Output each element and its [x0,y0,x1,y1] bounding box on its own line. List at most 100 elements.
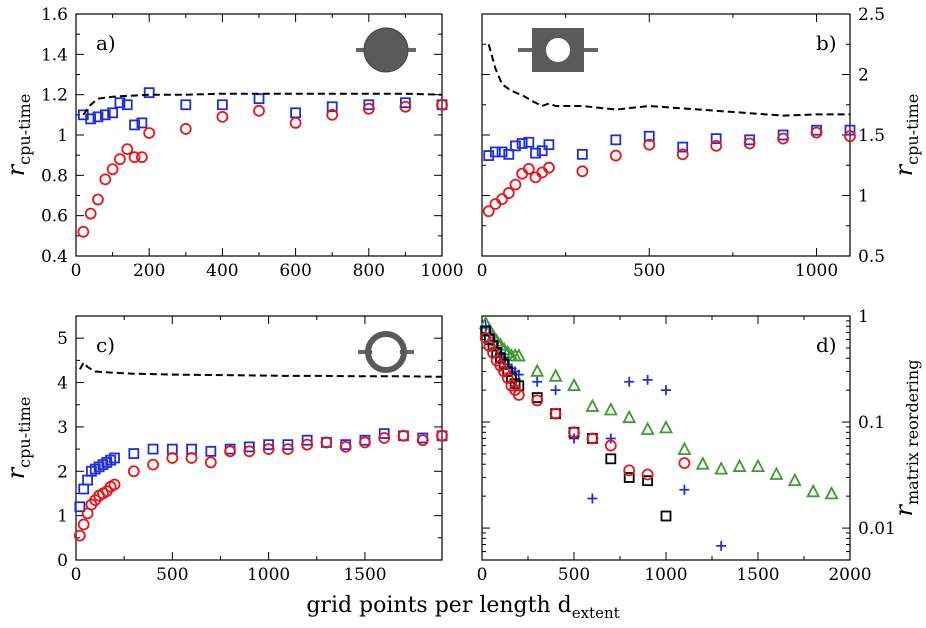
data-point-circle [623,464,636,477]
data-point-circle [108,478,121,491]
x-tick-label: 1000 [644,565,687,585]
y-axis-label-main: r [2,163,30,176]
data-point-circle [810,126,823,139]
data-point-circle [204,456,217,469]
data-point-plus [550,385,561,396]
x-tick-label: 0 [71,565,82,585]
y-axis-label-sub: cpu-time [15,397,34,468]
data-point-circle [77,518,90,531]
data-point-circle [253,104,265,117]
series-circle [479,332,691,481]
data-point-circle [359,436,371,449]
data-point-plus [605,433,616,444]
data-point-square [99,109,111,121]
y-axis-label: rcpu-time [2,94,34,177]
data-point-triangle [695,456,710,470]
data-point-square [114,97,126,109]
y-tick-label: 5 [57,329,68,349]
data-point-triangle [824,485,839,500]
panel-a: 0 200 400 600 800 1000 0.4 0.6 0.8 1 1.2 1.4 1.6 rcpu… [2,5,464,281]
data-point-square [82,474,93,486]
data-point-square [180,99,192,111]
data-point-square [576,148,588,160]
data-point-plus [532,376,543,387]
data-point-circle [482,205,495,218]
data-point-square [147,443,159,455]
data-point-plus [624,376,635,387]
data-point-triangle [714,461,729,475]
data-point-triangle [751,458,765,473]
data-point-square [205,445,217,457]
data-point-square [92,111,104,123]
data-point-circle [92,193,104,206]
data-point-square [399,97,411,109]
x-tick-label: 0 [477,261,488,281]
data-point-triangle [622,409,637,424]
data-point-circle [586,432,599,445]
inset-geometry-icon [356,27,416,73]
y-tick-label: 0.5 [858,247,885,267]
data-point-plus [569,433,579,444]
data-point-square [530,147,541,159]
data-point-circle [326,108,339,121]
y-axis-label: rcpu-time [890,94,922,177]
data-point-square [536,145,548,157]
series-dashed-line [487,44,850,117]
data-point-circle [710,139,723,152]
data-point-square [523,136,535,148]
y-tick-label: 1 [858,307,869,327]
y-tick-label: 3 [57,418,68,438]
series-square [74,428,448,513]
data-point-square [301,434,313,446]
data-point-triangle [677,441,692,456]
data-point-circle [99,173,112,186]
data-point-square [516,138,528,149]
data-point-circle [84,207,97,220]
data-point-circle [416,434,429,447]
data-point-circle [496,193,508,206]
data-point-circle [135,151,148,164]
data-point-circle [289,117,302,129]
data-point-circle [127,465,140,478]
y-tick-label: 0 [57,551,68,571]
data-point-plus [716,540,727,551]
data-point-square [253,93,265,105]
x-tick-label: 600 [279,261,311,281]
data-point-square [78,483,90,495]
data-point-circle [77,225,90,238]
x-tick-label: 1000 [420,261,463,281]
data-point-circle [399,100,412,113]
data-point-triangle [567,377,581,392]
y-tick-label: 2 [57,462,68,482]
data-point-circle [641,468,654,481]
plot-frame [481,315,851,561]
data-point-circle [128,151,141,164]
y-tick-label: 1.6 [41,5,68,25]
data-point-circle [179,123,192,135]
x-tick-label: 1000 [795,261,838,281]
data-point-circle [121,143,134,156]
panel-label: a) [96,31,116,55]
data-point-triangle [530,363,545,377]
x-axis-label-sub: extent [572,604,620,622]
data-point-circle [743,137,756,150]
series-triangle [478,315,839,500]
data-point-circle [320,436,333,449]
x-axis-label: grid points per length dextent [306,593,619,622]
data-point-circle [568,426,580,439]
y-tick-label: 1 [858,187,869,207]
data-point-triangle [603,402,618,416]
data-point-circle [512,389,525,401]
data-point-plus [642,374,653,385]
y-axis-label-sub: matrix reordering [903,360,922,505]
data-point-square [363,99,375,111]
y-axis-label-main: r [890,163,918,176]
plot-frame [75,315,443,561]
y-axis-label-main: r [890,503,918,516]
data-point-circle [378,432,391,444]
data-point-circle [522,162,535,175]
series-square [480,325,672,522]
data-point-circle [216,110,229,123]
data-point-circle [114,153,126,166]
data-point-square [677,141,689,153]
